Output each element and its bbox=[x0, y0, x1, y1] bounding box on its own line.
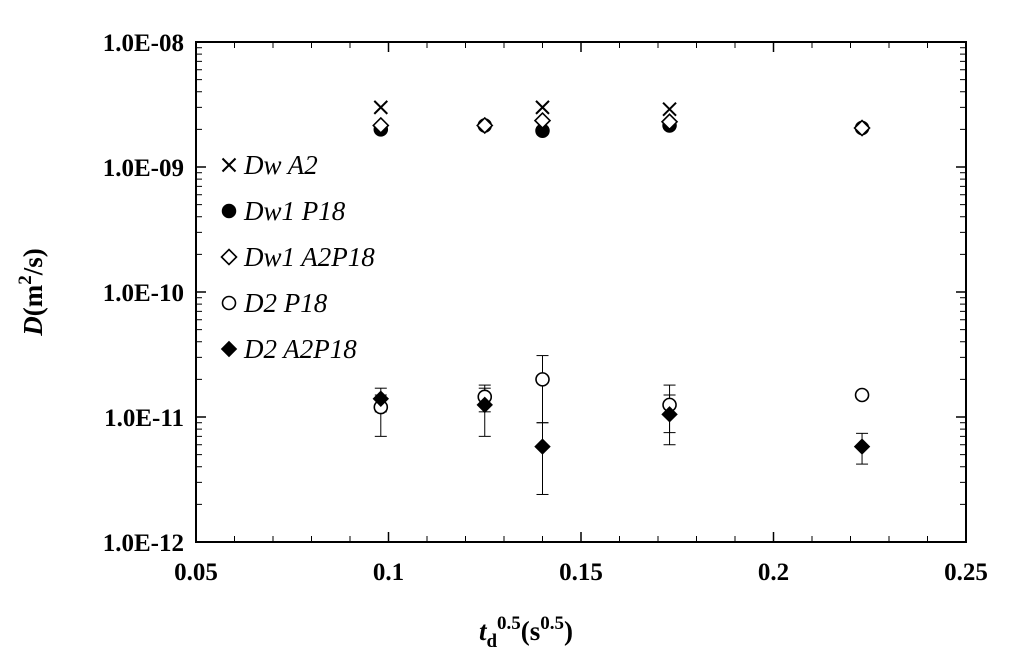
data-point-series-4 bbox=[534, 438, 551, 455]
data-point-series-4 bbox=[372, 390, 390, 407]
error-bars bbox=[374, 355, 869, 495]
data-point-series-2 bbox=[533, 111, 552, 130]
data-point-series-2 bbox=[372, 116, 390, 135]
y-axis-title: D(m2/s) bbox=[15, 248, 48, 336]
data-point-series-0 bbox=[535, 100, 550, 115]
y-tick-label: 1.0E-11 bbox=[104, 405, 184, 432]
x-axis-title: td0.5(s0.5) bbox=[479, 613, 573, 652]
x-tick-label: 0.05 bbox=[174, 559, 218, 586]
legend-label-2: Dw1 A2P18 bbox=[243, 242, 375, 272]
y-tick-label: 1.0E-10 bbox=[103, 280, 184, 307]
legend-marker-4 bbox=[220, 340, 238, 358]
x-tick-label: 0.2 bbox=[758, 559, 789, 586]
data-point-series-2 bbox=[660, 113, 679, 131]
legend: Dw A2 Dw1 P18 Dw1 A2P18 D2 P18 D2 A2P18 bbox=[220, 150, 375, 364]
x-tick-label: 0.25 bbox=[944, 559, 988, 586]
legend-label-0: Dw A2 bbox=[243, 150, 318, 180]
data-point-series-2 bbox=[476, 116, 494, 135]
legend-marker-2 bbox=[220, 248, 238, 266]
legend-label-3: D2 P18 bbox=[243, 288, 328, 318]
error-bar bbox=[536, 355, 549, 424]
x-tick-label: 0.1 bbox=[373, 559, 404, 586]
legend-label-1: Dw1 P18 bbox=[243, 196, 346, 226]
data-point-series-4 bbox=[661, 406, 678, 423]
data-points bbox=[372, 100, 871, 455]
legend-marker-0 bbox=[221, 157, 237, 173]
x-tick-label: 0.15 bbox=[559, 559, 603, 586]
data-point-series-4 bbox=[853, 438, 871, 455]
y-tick-label: 1.0E-09 bbox=[103, 155, 184, 182]
data-point-series-3 bbox=[854, 387, 870, 403]
data-point-series-0 bbox=[662, 101, 677, 117]
axis-ticks bbox=[195, 41, 967, 543]
y-tick-label: 1.0E-12 bbox=[103, 530, 184, 557]
tick-labels: 0.05 0.1 0.15 0.2 0.25 1.0E-12 1.0E-11 1.0E-10 1… bbox=[103, 30, 988, 586]
data-point-series-0 bbox=[373, 100, 389, 115]
data-point-series-2 bbox=[853, 119, 871, 137]
legend-marker-3 bbox=[221, 295, 237, 311]
error-bar bbox=[536, 422, 549, 495]
legend-marker-1 bbox=[221, 203, 237, 219]
data-point-series-3 bbox=[535, 372, 550, 387]
data-point-series-4 bbox=[476, 396, 493, 414]
legend-label-4: D2 A2P18 bbox=[243, 334, 357, 364]
y-tick-label: 1.0E-08 bbox=[103, 30, 184, 57]
